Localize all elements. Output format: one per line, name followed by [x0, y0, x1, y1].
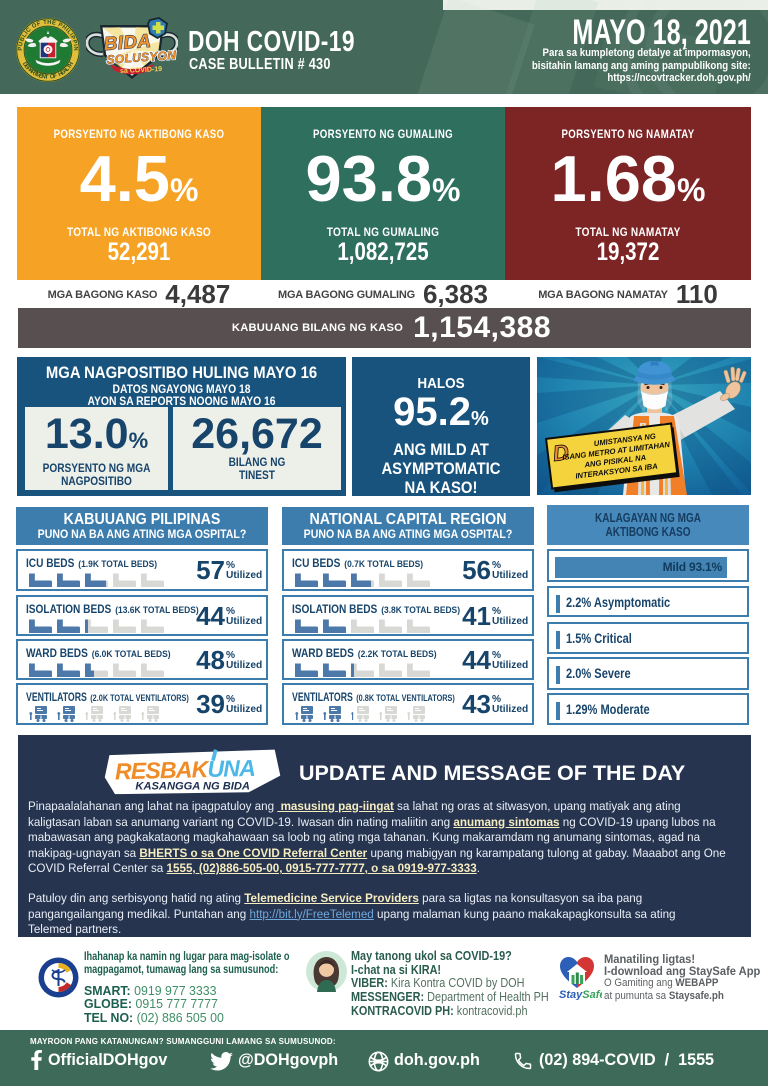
svg-text:sa COVID-19: sa COVID-19: [120, 66, 162, 75]
svg-text:A: A: [27, 68, 35, 76]
svg-text:StaySafe.ph: StaySafe.ph: [559, 989, 602, 1000]
svg-text:D: D: [21, 61, 28, 68]
svg-text:H: H: [68, 61, 75, 68]
svg-text:SOLUSYON: SOLUSYON: [106, 48, 177, 67]
svg-text:RESBAKUNA: RESBAKUNA: [115, 755, 256, 785]
svg-text:L: L: [64, 66, 71, 73]
svg-text:F: F: [53, 73, 58, 80]
svg-text:KASANGGA NG BIDA: KASANGGA NG BIDA: [135, 781, 250, 793]
svg-text:R: R: [29, 69, 36, 77]
svg-text:T: T: [66, 63, 73, 70]
svg-text:E: E: [60, 69, 67, 76]
svg-text:A: A: [62, 67, 70, 75]
svg-text:T: T: [45, 75, 49, 81]
svg-text:T: T: [32, 71, 38, 78]
svg-text:BIDA: BIDA: [103, 30, 152, 54]
svg-text:N: N: [41, 74, 46, 81]
svg-text:H: H: [57, 71, 63, 78]
svg-text:SOLUSYON: SOLUSYON: [106, 48, 177, 67]
svg-text:E: E: [23, 64, 30, 71]
svg-text:D: D: [551, 439, 570, 466]
svg-text:M: M: [35, 72, 42, 79]
svg-text:E: E: [38, 73, 43, 80]
svg-text:P: P: [25, 66, 32, 73]
svg-text:O: O: [50, 74, 56, 81]
